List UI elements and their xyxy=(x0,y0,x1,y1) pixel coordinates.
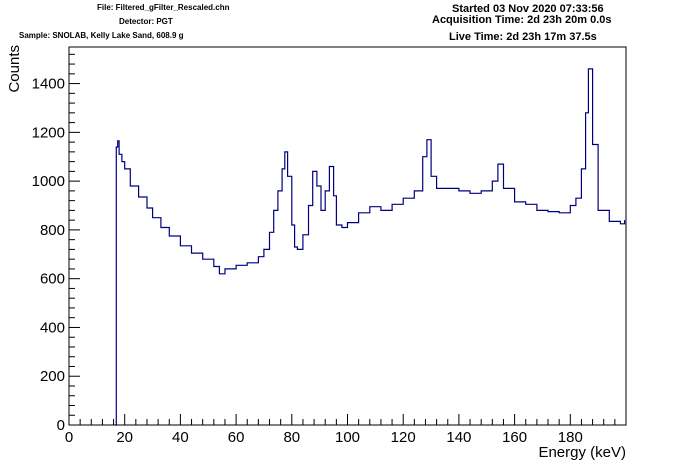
y-axis-ticks: 0 200 400 600 800 1000 1200 1400 xyxy=(32,53,80,434)
x-tick-label: 20 xyxy=(116,429,133,446)
detector-name: Detector: PGT xyxy=(119,17,173,26)
y-tick-label: 1000 xyxy=(32,173,65,190)
plot-frame xyxy=(68,46,627,426)
y-tick-label: 0 xyxy=(57,417,65,434)
live-time: Live Time: 2d 23h 17m 37.5s xyxy=(449,31,597,43)
y-tick-label: 200 xyxy=(40,368,65,385)
sample-name: Sample: SNOLAB, Kelly Lake Sand, 608.9 g xyxy=(19,31,184,40)
x-tick-label: 0 xyxy=(65,429,73,446)
x-axis-title: Energy (keV) xyxy=(538,444,626,461)
x-tick-label: 180 xyxy=(558,429,583,446)
spectrum-series-line xyxy=(114,68,626,426)
x-tick-label: 160 xyxy=(502,429,527,446)
x-tick-label: 140 xyxy=(446,429,471,446)
y-tick-label: 400 xyxy=(40,319,65,336)
y-axis-title: Counts xyxy=(6,45,23,93)
y-tick-label: 600 xyxy=(40,271,65,288)
x-tick-label: 100 xyxy=(335,429,360,446)
x-tick-label: 120 xyxy=(391,429,416,446)
y-tick-label: 800 xyxy=(40,222,65,239)
start-time: Started 03 Nov 2020 07:33:56 xyxy=(452,3,604,15)
acquisition-time: Acquisition Time: 2d 23h 20m 0.0s xyxy=(432,14,612,26)
x-tick-label: 40 xyxy=(172,429,189,446)
y-tick-label: 1400 xyxy=(32,76,65,93)
x-tick-label: 80 xyxy=(283,429,300,446)
file-name: File: Filtered_gFilter_Rescaled.chn xyxy=(97,3,230,12)
y-tick-label: 1200 xyxy=(32,124,65,141)
x-axis-ticks: 0 20 40 60 80 100 120 140 160 180 xyxy=(65,414,627,446)
x-tick-label: 60 xyxy=(228,429,245,446)
